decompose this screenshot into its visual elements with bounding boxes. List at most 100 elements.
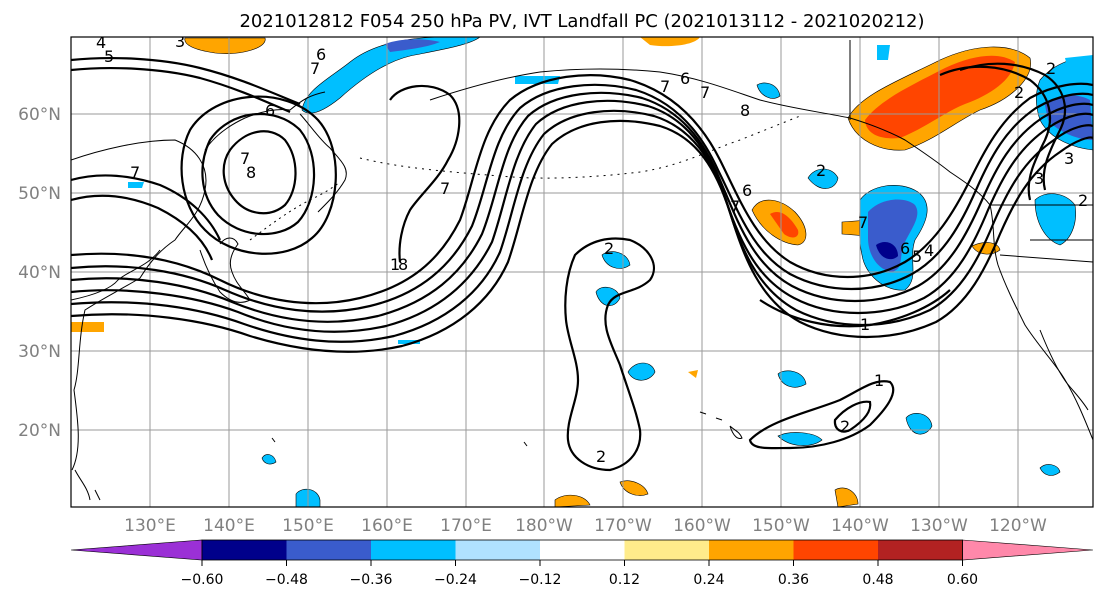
contour-label: 7	[858, 213, 868, 232]
contour-label: 2	[604, 239, 614, 258]
shade-negative-subtropic-core	[876, 242, 898, 260]
lon-label: 140°W	[831, 516, 889, 536]
contour-label: 8	[246, 163, 256, 182]
pv-contours	[71, 56, 1093, 472]
shade-negative-west-coast	[1034, 193, 1076, 246]
lon-label: 180°W	[515, 516, 573, 536]
coastlines	[71, 40, 1093, 501]
lon-label: 130°E	[124, 516, 176, 536]
shade-negative-spot7	[777, 432, 823, 446]
contour-label: 2	[840, 417, 850, 436]
contour-label: 7	[700, 83, 710, 102]
contour-label: 2	[1078, 191, 1088, 210]
colorbar-segment	[202, 540, 287, 560]
colorbar-segment	[962, 539, 1094, 561]
shade-negative-spot12	[515, 76, 560, 84]
colorbar-tick-label: −0.36	[350, 572, 393, 588]
colorbar-segment	[286, 540, 371, 560]
colorbar-segment	[540, 540, 625, 560]
shade-positive-bottom1	[554, 494, 591, 507]
contour-label: 7	[130, 163, 140, 182]
contour-label: 8	[398, 255, 408, 274]
contour-label: 7	[240, 149, 250, 168]
contour-loop-west-2	[71, 194, 214, 261]
contour-jet-5	[71, 109, 1093, 343]
contour-small-east	[759, 289, 951, 328]
shade-positive-alaska-core	[865, 55, 1015, 139]
contour-label: 7	[440, 179, 450, 198]
contour-northwest	[71, 56, 301, 106]
contour-label: 6	[316, 45, 326, 64]
coast-japan	[199, 237, 251, 303]
shade-positive-dot	[688, 370, 698, 378]
contour-jet-3	[71, 91, 1093, 323]
shade-negative-spot15	[877, 45, 890, 60]
contour-label: 3	[1064, 149, 1074, 168]
shade-positive-bottom3	[834, 487, 859, 507]
contour-label: 1	[874, 371, 884, 390]
lon-label: 150°E	[282, 516, 334, 536]
coast-baja	[1039, 329, 1089, 411]
shade-positive-topleft	[184, 37, 266, 54]
contour-label: 1	[860, 315, 870, 334]
contour-closed-west	[222, 130, 297, 215]
colorbar-tick-label: −0.60	[181, 572, 224, 588]
contour-label: 3	[1034, 169, 1044, 188]
contour-closed-west-3	[180, 95, 337, 255]
coast-hawaii	[699, 411, 743, 439]
coast-asia	[71, 139, 207, 471]
contour-east-lobe	[959, 62, 1067, 191]
colorbar: −0.60 −0.48 −0.36 −0.24 −0.12 0.12 0.24 …	[70, 539, 1094, 588]
contour-label: 7	[660, 77, 670, 96]
contour-label-group: 4 5 3 6 7 6 7 7 8 7 1 8 2 8 7 7 6 7 6 5	[96, 37, 1088, 466]
shade-positive-bottom2	[619, 480, 649, 496]
shade-negative-northpac-core	[385, 39, 440, 52]
colorbar-segment	[878, 540, 963, 560]
lat-label: 20°N	[18, 421, 61, 441]
shade-negative-spot1	[807, 168, 839, 189]
map-frame	[70, 36, 1094, 508]
contour-south-loop	[748, 380, 895, 450]
contour-label: 7	[310, 59, 320, 78]
lon-label: 150°W	[752, 516, 810, 536]
shade-negative-spot2	[756, 82, 781, 99]
lon-label: 170°E	[440, 516, 492, 536]
lon-label: 160°E	[361, 516, 413, 536]
colorbar-segment	[371, 540, 456, 560]
shade-negative-northpac	[301, 37, 481, 114]
coast-na-west	[989, 204, 1093, 441]
contour-label: 5	[912, 247, 922, 266]
contour-label: 6	[900, 239, 910, 258]
contour-northwest-2	[71, 66, 291, 114]
latitude-labels: 60°N 50°N 40°N 30°N 20°N	[18, 105, 61, 441]
colorbar-tick-label: 0.48	[862, 572, 893, 588]
contour-label: 6	[265, 101, 275, 120]
contour-label: 2	[816, 161, 826, 180]
lat-label: 60°N	[18, 105, 61, 125]
contour-label: 6	[680, 69, 690, 88]
colorbar-tick-label: 0.60	[947, 572, 978, 588]
colorbar-segment	[624, 540, 709, 560]
contour-label: 7	[730, 197, 740, 216]
contour-jet-1	[71, 74, 1093, 305]
shade-negative-spot11	[261, 454, 277, 465]
colorbar-segment	[70, 539, 203, 561]
figure-title: 2021012812 F054 250 hPa PV, IVT Landfall…	[239, 11, 924, 32]
contour-east-lobe-2	[939, 65, 1052, 201]
longitude-labels: 130°E 140°E 150°E 160°E 170°E 180°W 170°…	[124, 516, 1047, 536]
shade-positive-alaska-top	[640, 37, 700, 47]
colorbar-frame	[201, 539, 963, 561]
coast-philippines	[74, 469, 101, 501]
colorbar-segment	[793, 540, 878, 560]
lat-label: 40°N	[18, 263, 61, 283]
shade-positive-gulf-core	[770, 211, 799, 238]
shade-positive-west	[71, 322, 104, 332]
lat-label: 50°N	[18, 184, 61, 204]
contour-label: 4	[924, 241, 934, 260]
contour-subtropical	[564, 237, 656, 472]
contour-jet-4	[71, 99, 1093, 333]
colorbar-tick-label: −0.48	[265, 572, 308, 588]
lon-label: 120°W	[989, 516, 1047, 536]
lon-label: 130°W	[910, 516, 968, 536]
